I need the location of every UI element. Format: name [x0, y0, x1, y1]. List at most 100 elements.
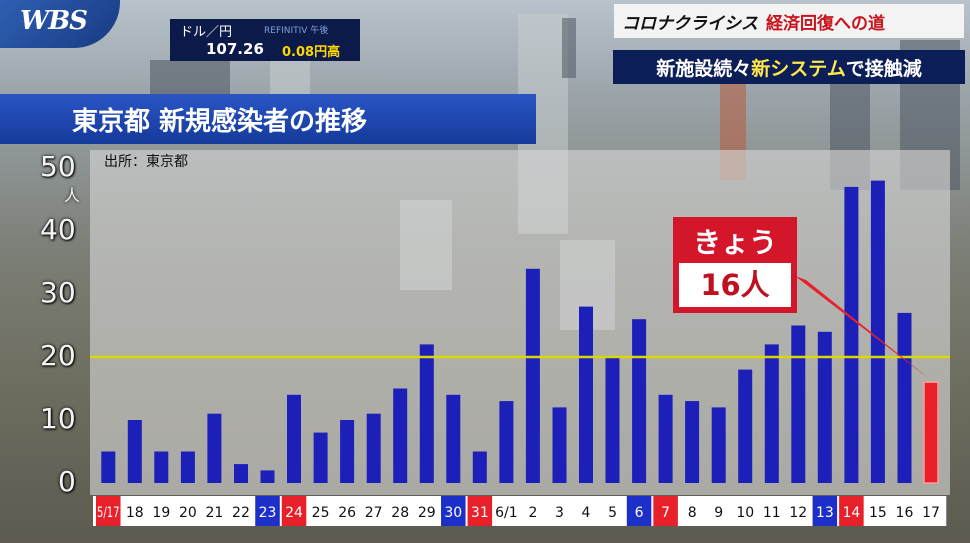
bar: [685, 401, 700, 483]
bar: [419, 344, 434, 483]
bar: [446, 394, 461, 483]
bar: [340, 420, 355, 483]
bar: [260, 470, 275, 483]
x-tick-label: 13: [816, 505, 834, 521]
x-tick-label: 25: [312, 505, 330, 521]
x-tick-label: 6/1: [495, 505, 518, 521]
series-title-part2: 経済回復への道: [766, 13, 885, 34]
x-tick-label: 22: [232, 505, 250, 521]
x-tick-label: 19: [152, 505, 170, 521]
bar: [101, 451, 116, 483]
bar: [499, 401, 514, 483]
x-tick-label: 21: [206, 505, 224, 521]
bar: [552, 407, 567, 483]
x-tick-label: 26: [338, 505, 356, 521]
chart-title-bar: 東京都 新規感染者の推移: [0, 94, 536, 144]
bar: [738, 369, 753, 483]
bar: [632, 319, 647, 483]
x-tick-label: 14: [842, 505, 860, 521]
y-tick-label: 20: [40, 339, 76, 372]
y-tick-label: 50: [40, 150, 76, 183]
x-tick-label: 29: [418, 505, 436, 521]
x-tick-label: 18: [126, 505, 144, 521]
x-tick-label: 27: [365, 505, 383, 521]
usd-jpy-ticker: ドル／円 REFINITIV 午後 107.26 0.08円高: [170, 19, 360, 61]
bar: [127, 420, 142, 483]
bar: [897, 312, 912, 483]
holiday-marker: [96, 496, 121, 526]
y-tick-label: 0: [58, 465, 76, 498]
chart-area: [90, 150, 950, 495]
x-tick-label: 28: [391, 505, 409, 521]
bar: [287, 394, 301, 483]
x-tick-label: 20: [179, 505, 197, 521]
series-title-banner: コロナクライシス 経済回復への道: [614, 4, 964, 38]
fx-change: 0.08円高: [282, 45, 341, 60]
saturday-marker: [255, 496, 280, 526]
y-tick-label: 10: [40, 402, 76, 435]
x-tick-label: 9: [714, 505, 723, 521]
x-tick-label: 30: [444, 505, 462, 521]
saturday-marker: [626, 496, 652, 526]
headline-part1: 新施設続々: [656, 57, 752, 80]
bar: [525, 268, 540, 483]
y-axis-unit: 人: [64, 186, 81, 205]
callout-pointer: [795, 276, 932, 381]
bar: [844, 186, 859, 483]
x-tick-label: 2: [528, 505, 537, 521]
chart-title: 東京都 新規感染者の推移: [72, 107, 368, 137]
x-tick-label: 7: [661, 505, 670, 521]
bar: [393, 388, 408, 483]
bar: [313, 432, 328, 483]
y-tick-label: 30: [40, 276, 76, 309]
fx-rate: 107.26: [206, 40, 264, 58]
bar: [472, 451, 487, 483]
x-tick-label: 12: [789, 505, 807, 521]
saturday-marker: [441, 496, 466, 526]
today-value: 16人: [679, 263, 791, 307]
x-tick-label: 17: [922, 505, 940, 521]
holiday-marker: [281, 496, 307, 526]
bar: [366, 413, 381, 483]
holiday-marker: [839, 496, 864, 526]
bar: [579, 306, 593, 483]
bar: [870, 180, 885, 483]
x-tick-label: 24: [285, 505, 303, 521]
bar: [791, 325, 806, 483]
bar: [180, 451, 195, 483]
x-tick-label: 10: [736, 505, 754, 521]
x-tick-label: 8: [688, 505, 697, 521]
y-tick-label: 40: [40, 213, 76, 246]
x-tick-label: 31: [471, 505, 489, 521]
series-title-part1: コロナクライシス: [622, 13, 758, 34]
bar: [764, 344, 779, 483]
bar: [711, 407, 726, 483]
x-tick-label: 6: [635, 505, 644, 521]
bar: [154, 451, 169, 483]
bar: [658, 394, 673, 483]
bar: [207, 413, 222, 483]
x-tick-label: 3: [555, 505, 564, 521]
bar: [605, 357, 620, 483]
x-tick-label: 16: [896, 505, 914, 521]
saturday-marker: [812, 496, 838, 526]
fx-source: REFINITIV 午後: [264, 26, 329, 36]
x-tick-label: 5: [608, 505, 617, 521]
chart-source: 出所：東京都: [104, 154, 188, 170]
x-tick-label: 23: [259, 505, 277, 521]
x-tick-label: 15: [869, 505, 887, 521]
x-tick-label: 5/17: [97, 505, 120, 521]
bar-today: [923, 381, 939, 484]
x-tick-label: 11: [763, 505, 781, 521]
holiday-marker: [653, 496, 678, 526]
today-callout: きょう 16人: [673, 217, 797, 313]
holiday-marker: [467, 496, 493, 526]
headline-part2: 新システム: [751, 57, 846, 80]
x-tick-label: 4: [582, 505, 591, 521]
bar: [234, 464, 248, 483]
today-label: きょう: [692, 226, 777, 259]
headline-part3: で接触減: [845, 57, 922, 80]
bar: [817, 331, 832, 483]
fx-pair-label: ドル／円: [180, 25, 233, 40]
